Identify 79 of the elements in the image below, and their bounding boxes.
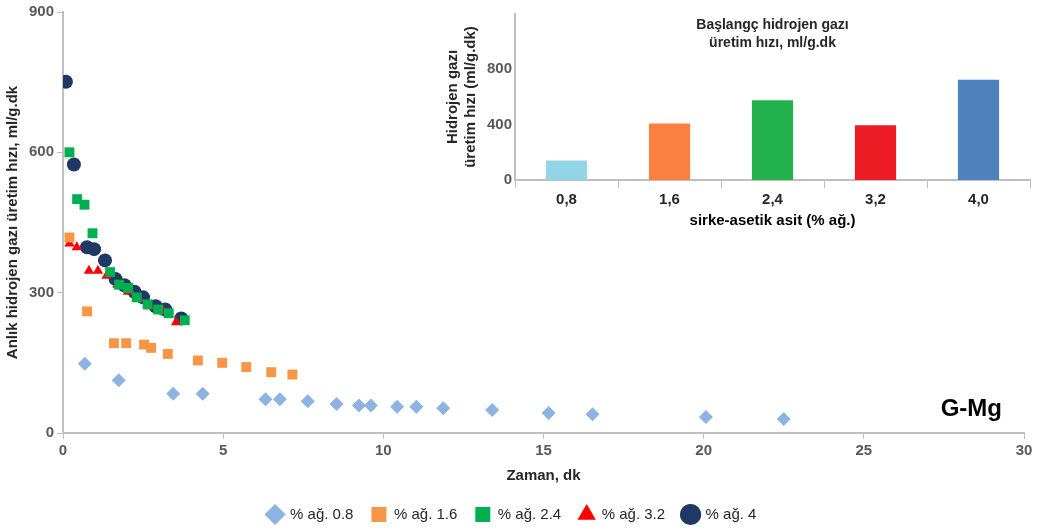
point bbox=[166, 386, 181, 401]
legend-label: % ağ. 1.6 bbox=[393, 504, 458, 522]
point bbox=[111, 373, 126, 388]
text: Başlangç hidrojen gazı üretim hızı, ml/g.dk bbox=[696, 15, 849, 50]
y-tick-label: 400 bbox=[487, 114, 513, 132]
point bbox=[105, 267, 116, 278]
y-tick-label: 900 bbox=[29, 2, 55, 20]
point bbox=[776, 411, 791, 426]
point bbox=[436, 401, 451, 416]
point bbox=[390, 399, 405, 414]
x-tick-label: 20 bbox=[695, 441, 713, 459]
point bbox=[97, 253, 112, 268]
x-tick-label: 2,4 bbox=[762, 190, 784, 208]
x-axis-title: sirke-asetik asit (% ağ.) bbox=[689, 211, 856, 229]
point bbox=[192, 355, 203, 366]
point bbox=[72, 194, 83, 205]
point bbox=[266, 367, 277, 378]
y-tick-label: 600 bbox=[29, 142, 55, 160]
legend-label: % ağ. 2.4 bbox=[497, 504, 562, 522]
point bbox=[87, 242, 102, 257]
point bbox=[109, 338, 119, 349]
point bbox=[92, 264, 104, 274]
point bbox=[170, 316, 182, 326]
point bbox=[79, 199, 90, 210]
x-axis-title: Zaman, dk bbox=[506, 466, 582, 484]
point bbox=[82, 306, 92, 317]
point bbox=[179, 315, 190, 326]
legend-label: % ağ. 4 bbox=[705, 504, 757, 522]
x-tick-label: 5 bbox=[219, 441, 228, 459]
point bbox=[162, 349, 173, 359]
point bbox=[195, 386, 210, 401]
x-tick-label: 4,0 bbox=[968, 190, 989, 208]
point bbox=[87, 228, 98, 239]
annotation: G-Mg bbox=[940, 393, 1002, 421]
bar bbox=[854, 125, 897, 180]
legend-label: % ağ. 3.2 bbox=[601, 504, 666, 522]
bar bbox=[545, 160, 588, 180]
y-tick-label: 0 bbox=[503, 170, 513, 188]
point bbox=[163, 308, 174, 319]
x-tick-label: 25 bbox=[855, 441, 873, 459]
point bbox=[258, 392, 273, 407]
legend-label: % ağ. 0.8 bbox=[290, 504, 354, 522]
x-tick-label: 10 bbox=[375, 441, 392, 459]
point bbox=[241, 362, 252, 372]
x-tick-label: 15 bbox=[535, 441, 552, 459]
point bbox=[153, 304, 164, 315]
y-axis-title: Hidrojen gazı üretim hızı (ml/g.dk) bbox=[443, 26, 479, 168]
bar bbox=[957, 79, 1000, 180]
point bbox=[71, 241, 82, 251]
point bbox=[83, 264, 95, 274]
x-tick-label: 3,2 bbox=[865, 190, 886, 208]
x-tick-label: 0 bbox=[58, 441, 68, 459]
point bbox=[352, 398, 367, 413]
point bbox=[363, 398, 378, 413]
bar bbox=[751, 100, 794, 180]
point bbox=[217, 357, 228, 368]
point bbox=[66, 157, 81, 172]
point bbox=[329, 397, 344, 411]
point bbox=[287, 369, 298, 380]
point bbox=[300, 394, 315, 409]
x-tick-label: 1,6 bbox=[659, 190, 680, 208]
point bbox=[121, 338, 132, 349]
x-tick-label: 0,8 bbox=[556, 190, 577, 208]
point bbox=[64, 147, 75, 158]
point bbox=[485, 403, 500, 418]
y-tick-label: 800 bbox=[487, 59, 513, 77]
y-tick-label: 300 bbox=[29, 282, 55, 300]
point bbox=[585, 407, 600, 422]
bar bbox=[648, 123, 691, 180]
point bbox=[77, 356, 92, 371]
point bbox=[409, 399, 424, 414]
point bbox=[64, 232, 75, 243]
y-axis-title: Anlık hidrojen gazı üretim hızı, ml/g.dk bbox=[3, 85, 21, 360]
point bbox=[698, 410, 713, 425]
point bbox=[146, 342, 157, 353]
point bbox=[541, 405, 556, 420]
y-tick-label: 0 bbox=[45, 423, 55, 441]
point bbox=[272, 392, 287, 407]
x-tick-label: 30 bbox=[1015, 441, 1033, 459]
